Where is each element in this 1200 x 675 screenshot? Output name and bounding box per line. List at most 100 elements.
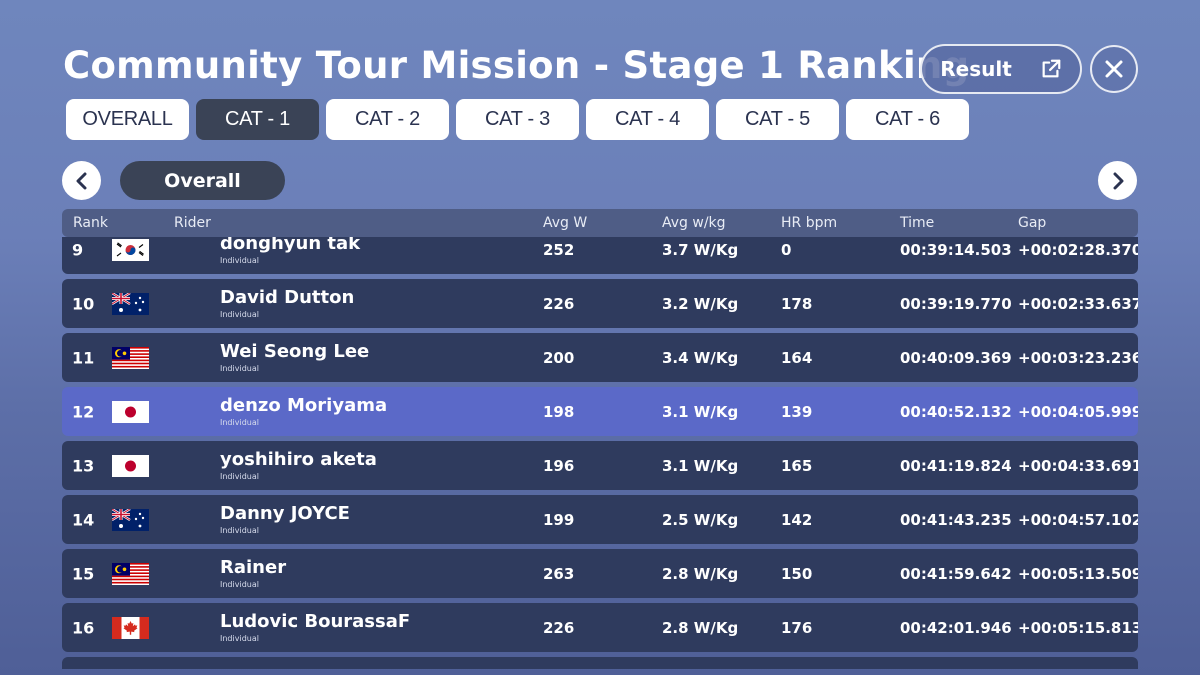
- rider-team: Individual: [220, 526, 259, 535]
- header-avg-wkg: Avg w/kg: [662, 215, 726, 231]
- avg-w-cell: 198: [543, 402, 575, 421]
- gap-cell: +00:04:05.999: [1018, 402, 1138, 421]
- table-row[interactable]: [62, 657, 1138, 669]
- time-cell: 00:39:14.503: [900, 240, 1012, 259]
- table-row[interactable]: 10 David Dutton Individual 226 3.2 W/Kg …: [62, 279, 1138, 328]
- avg-wkg-cell: 3.2 W/Kg: [662, 294, 739, 313]
- time-cell: 00:40:09.369: [900, 348, 1012, 367]
- close-icon: [1105, 60, 1123, 78]
- rider-name: Danny JOYCE: [220, 503, 350, 524]
- header-gap: Gap: [1018, 215, 1047, 231]
- rank-cell: 12: [72, 402, 95, 421]
- table-row[interactable]: 16 Ludovic BourassaF Individual 226 2.8 …: [62, 603, 1138, 652]
- rider-name: denzo Moriyama: [220, 395, 388, 416]
- avg-w-cell: 226: [543, 618, 575, 637]
- gap-cell: +00:04:33.691: [1018, 456, 1138, 475]
- tab-cat-4[interactable]: CAT - 4: [586, 99, 709, 140]
- filter-overall-button[interactable]: Overall: [120, 161, 285, 200]
- avg-w-cell: 226: [543, 294, 575, 313]
- gap-cell: +00:05:13.509: [1018, 564, 1138, 583]
- tab-cat-3[interactable]: CAT - 3: [456, 99, 579, 140]
- hr-cell: 178: [781, 294, 813, 313]
- rank-cell: 10: [72, 294, 95, 313]
- hr-cell: 139: [781, 402, 813, 421]
- rider-name: yoshihiro aketa: [220, 449, 377, 470]
- flag-malaysia-icon: [112, 346, 149, 369]
- ranking-table[interactable]: 9 donghyun tak Individual 252 3.7 W/Kg 0…: [62, 237, 1138, 669]
- chevron-left-icon: [76, 172, 86, 189]
- flag-canada-icon: [112, 616, 149, 639]
- header-hr: HR bpm: [781, 215, 838, 231]
- result-label: Result: [940, 57, 1012, 81]
- avg-w-cell: 199: [543, 510, 575, 529]
- rank-cell: 11: [72, 348, 95, 367]
- table-header: Rank Rider Avg W Avg w/kg HR bpm Time Ga…: [62, 209, 1138, 237]
- rider-name: David Dutton: [220, 287, 355, 308]
- header-time: Time: [900, 215, 935, 231]
- avg-wkg-cell: 3.1 W/Kg: [662, 402, 739, 421]
- tab-cat-5[interactable]: CAT - 5: [716, 99, 839, 140]
- rider-team: Individual: [220, 472, 259, 481]
- gap-cell: +00:04:57.102: [1018, 510, 1138, 529]
- tab-overall[interactable]: OVERALL: [66, 99, 189, 140]
- flag-korea-icon: [112, 238, 149, 261]
- rider-team: Individual: [220, 580, 259, 589]
- rider-name: Rainer: [220, 557, 287, 578]
- avg-wkg-cell: 2.5 W/Kg: [662, 510, 739, 529]
- category-tabs: OVERALL CAT - 1 CAT - 2 CAT - 3 CAT - 4 …: [66, 99, 969, 140]
- time-cell: 00:42:01.946: [900, 618, 1012, 637]
- rank-cell: 16: [72, 618, 95, 637]
- avg-wkg-cell: 2.8 W/Kg: [662, 564, 739, 583]
- header-rider: Rider: [174, 215, 211, 231]
- rank-cell: 13: [72, 456, 95, 475]
- external-link-icon: [1042, 59, 1061, 78]
- table-row[interactable]: 14 Danny JOYCE Individual 199 2.5 W/Kg 1…: [62, 495, 1138, 544]
- flag-japan-icon: [112, 454, 149, 477]
- table-row-highlighted[interactable]: 12 denzo Moriyama Individual 198 3.1 W/K…: [62, 387, 1138, 436]
- tab-cat-1[interactable]: CAT - 1: [196, 99, 319, 140]
- hr-cell: 176: [781, 618, 813, 637]
- chevron-right-icon: [1113, 172, 1123, 189]
- hr-cell: 0: [781, 240, 792, 259]
- table-row[interactable]: 15 Rainer Individual 263 2.8 W/Kg 150 00…: [62, 549, 1138, 598]
- rider-team: Individual: [220, 310, 259, 319]
- gap-cell: +00:02:28.370: [1018, 240, 1138, 259]
- gap-cell: +00:03:23.236: [1018, 348, 1138, 367]
- rider-team: Individual: [220, 364, 259, 373]
- gap-cell: +00:05:15.813: [1018, 618, 1138, 637]
- time-cell: 00:41:43.235: [900, 510, 1012, 529]
- header-rank: Rank: [73, 215, 108, 231]
- flag-malaysia-icon: [112, 562, 149, 585]
- time-cell: 00:40:52.132: [900, 402, 1012, 421]
- avg-w-cell: 200: [543, 348, 575, 367]
- time-cell: 00:39:19.770: [900, 294, 1012, 313]
- next-button[interactable]: [1098, 161, 1137, 200]
- tab-cat-6[interactable]: CAT - 6: [846, 99, 969, 140]
- hr-cell: 165: [781, 456, 813, 475]
- prev-button[interactable]: [62, 161, 101, 200]
- page-title: Community Tour Mission - Stage 1 Ranking: [63, 44, 970, 87]
- flag-japan-icon: [112, 400, 149, 423]
- rank-cell: 14: [72, 510, 95, 529]
- gap-cell: +00:02:33.637: [1018, 294, 1138, 313]
- time-cell: 00:41:59.642: [900, 564, 1012, 583]
- flag-australia-icon: [112, 508, 149, 531]
- hr-cell: 164: [781, 348, 813, 367]
- avg-w-cell: 252: [543, 240, 575, 259]
- table-row[interactable]: 13 yoshihiro aketa Individual 196 3.1 W/…: [62, 441, 1138, 490]
- result-button[interactable]: Result: [920, 44, 1082, 94]
- hr-cell: 150: [781, 564, 813, 583]
- avg-wkg-cell: 3.1 W/Kg: [662, 456, 739, 475]
- close-button[interactable]: [1090, 45, 1138, 93]
- avg-w-cell: 263: [543, 564, 575, 583]
- tab-cat-2[interactable]: CAT - 2: [326, 99, 449, 140]
- rank-cell: 9: [72, 240, 84, 259]
- rider-team: Individual: [220, 418, 259, 427]
- table-row[interactable]: 11 Wei Seong Lee Individual 200 3.4 W/Kg…: [62, 333, 1138, 382]
- rider-name: Wei Seong Lee: [220, 341, 370, 362]
- rider-name: Ludovic BourassaF: [220, 611, 411, 632]
- rank-cell: 15: [72, 564, 95, 583]
- rider-team: Individual: [220, 256, 259, 265]
- time-cell: 00:41:19.824: [900, 456, 1012, 475]
- table-row[interactable]: 9 donghyun tak Individual 252 3.7 W/Kg 0…: [62, 237, 1138, 274]
